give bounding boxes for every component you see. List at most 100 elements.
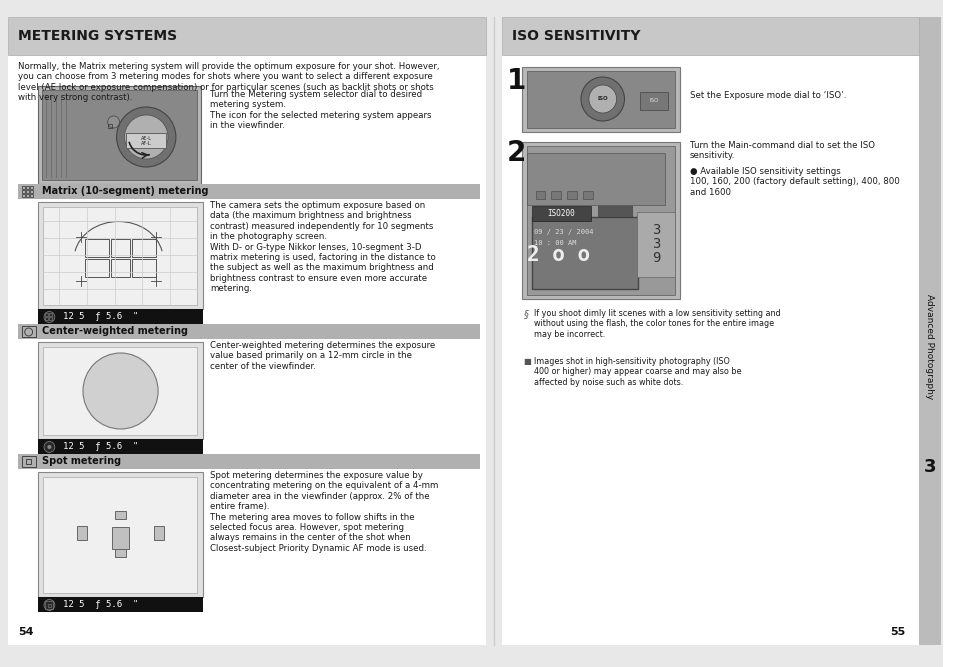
Bar [526,153,664,205]
Circle shape [44,600,54,610]
Bar [22,326,35,337]
Text: 55: 55 [889,627,904,637]
Text: Spot metering: Spot metering [42,456,120,466]
Text: 12 5  ƒ 5.6  ": 12 5 ƒ 5.6 " [63,442,138,451]
Bar [22,193,25,197]
Circle shape [580,77,624,121]
Circle shape [83,353,158,429]
Text: ISO: ISO [649,99,659,103]
Text: 10 : 00 AM: 10 : 00 AM [533,240,576,246]
Text: ISO200: ISO200 [547,209,575,218]
Bar [582,191,592,199]
Bar [526,71,674,128]
Text: ISO: ISO [597,97,607,101]
Bar [50,313,52,316]
Bar [535,191,545,199]
Text: Normally, the Matrix metering system will provide the optimum exposure for your : Normally, the Matrix metering system wil… [18,62,438,102]
Bar [637,212,674,277]
Bar [494,0,942,667]
Text: §: § [523,309,528,319]
Text: ● Available ISO sensitivity settings
100, 160, 200 (factory default setting), 40: ● Available ISO sensitivity settings 100… [689,167,899,197]
Bar [26,185,30,189]
Text: 12 5  ƒ 5.6  ": 12 5 ƒ 5.6 " [63,312,138,321]
Bar [30,189,33,193]
Bar [639,92,667,110]
Text: ISO SENSITIVITY: ISO SENSITIVITY [512,29,639,43]
Circle shape [48,445,51,449]
Text: 3: 3 [923,458,935,476]
Bar [127,133,166,148]
Bar [501,17,918,55]
Text: 2: 2 [506,139,526,167]
Bar [108,124,112,128]
Bar [18,324,479,339]
Bar [501,17,918,645]
Bar [8,17,486,55]
Bar [567,191,577,199]
Circle shape [125,115,168,159]
Bar [0,0,494,667]
Bar [114,511,127,519]
Text: AE-L
AF-L: AE-L AF-L [141,136,152,146]
Bar [526,146,674,295]
Bar [114,549,127,557]
Bar [37,597,202,612]
Circle shape [116,107,175,167]
Bar [30,193,33,197]
Text: The camera sets the optimum exposure based on
data (the maximum brightness and b: The camera sets the optimum exposure bas… [211,201,436,293]
Bar [22,456,35,467]
Bar [46,313,49,316]
Bar [22,185,25,189]
Bar [111,259,131,277]
Text: Center-weighted metering: Center-weighted metering [42,327,188,336]
Circle shape [44,311,54,323]
Bar [48,604,51,606]
Text: METERING SYSTEMS: METERING SYSTEMS [18,29,176,43]
Text: 3
3
9: 3 3 9 [651,223,659,265]
Bar [18,454,479,469]
Bar [44,477,196,593]
Bar [37,472,202,597]
Bar [26,189,30,193]
Bar [18,184,479,199]
Bar [22,189,25,193]
Bar [531,217,638,289]
Circle shape [44,442,54,452]
Bar [551,191,560,199]
Bar [46,317,49,320]
Bar [30,185,33,189]
Bar [521,67,679,132]
Bar [44,207,196,305]
Bar [132,239,156,257]
Text: If you shoot dimly lit scenes with a low sensitivity setting and
without using t: If you shoot dimly lit scenes with a low… [533,309,780,339]
Circle shape [108,116,119,128]
Circle shape [588,85,616,113]
Bar [26,459,31,464]
Bar [918,17,940,645]
Text: 1: 1 [506,67,526,95]
Bar [112,527,130,549]
Text: Turn the Main-command dial to set the ISO
sensitivity.: Turn the Main-command dial to set the IS… [689,141,874,160]
Text: Spot metering determines the exposure value by
concentrating metering on the equ: Spot metering determines the exposure va… [211,471,438,553]
Bar [598,205,632,217]
Bar [37,202,202,309]
Bar [132,259,156,277]
Text: Images shot in high-sensitivity photography (ISO
400 or higher) may appear coars: Images shot in high-sensitivity photogra… [533,357,740,387]
Bar [37,86,200,184]
Text: 54: 54 [18,627,33,637]
Bar [85,259,109,277]
Bar [50,317,52,320]
Bar [521,142,679,299]
Text: Set the Exposure mode dial to ‘ISO’.: Set the Exposure mode dial to ‘ISO’. [689,91,845,99]
Text: Matrix (10-segment) metering: Matrix (10-segment) metering [42,187,208,197]
Bar [531,206,590,221]
Bar [8,17,486,645]
Text: Advanced Photography: Advanced Photography [924,294,933,400]
Bar [44,347,196,435]
Text: Center-weighted metering determines the exposure
value based primarily on a 12-m: Center-weighted metering determines the … [211,341,436,371]
Bar [26,193,30,197]
Bar [37,309,202,324]
Text: 2 o o: 2 o o [526,245,589,265]
Bar [111,239,131,257]
Text: 09 / 23 / 2004: 09 / 23 / 2004 [533,229,593,235]
